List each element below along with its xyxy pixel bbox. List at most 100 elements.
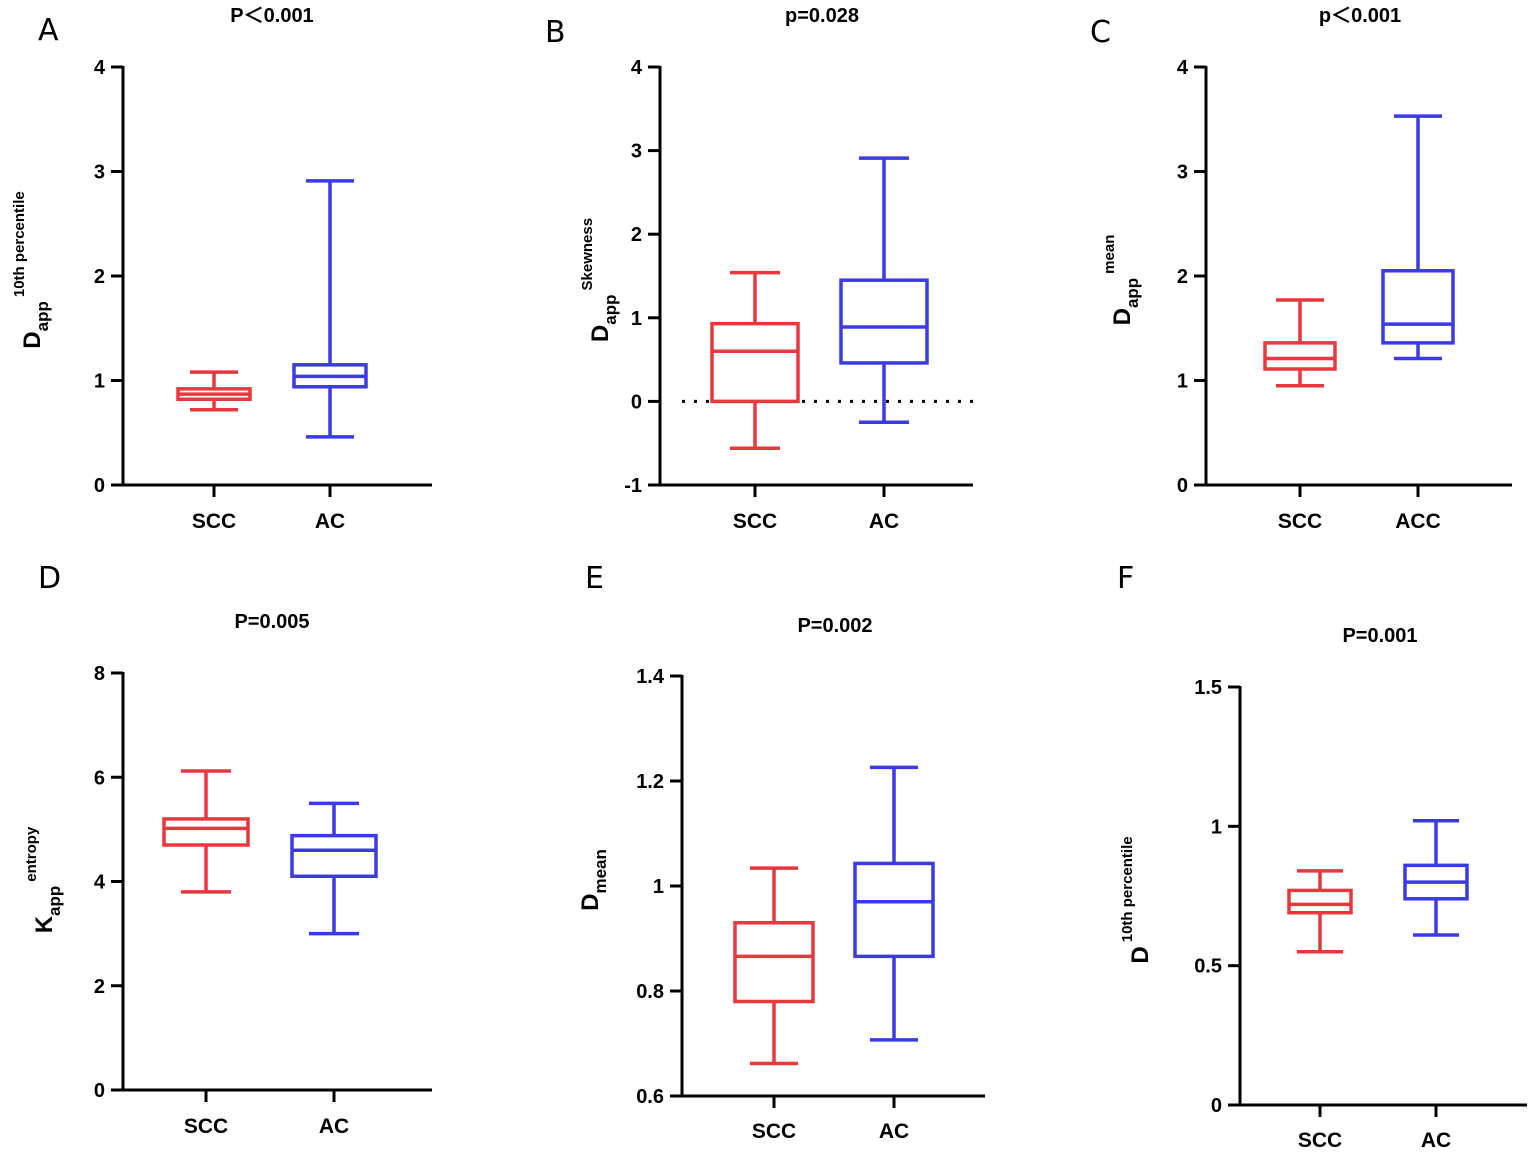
box-ac <box>853 765 935 1042</box>
category-label: AC <box>869 510 899 533</box>
y-axis-label: Kapp entropy <box>23 826 64 933</box>
p-value-title: P=0.005 <box>234 611 309 633</box>
box-scc <box>176 370 252 412</box>
iqr-box <box>1263 341 1337 371</box>
panel-f: F P=0.001 0 0.5 1 1.5 SCC AC D 10th percentile <box>1117 561 1527 1152</box>
category-label: AC <box>879 1120 909 1143</box>
y-label-subscript: app <box>33 301 52 331</box>
y-tick-label: 0.5 <box>1194 956 1222 978</box>
y-label-superscript: entropy <box>23 826 40 882</box>
y-label-subscript: mean <box>591 849 610 893</box>
panel-letter: F <box>1117 561 1134 596</box>
y-tick-label: 6 <box>94 767 105 789</box>
y-label-main: K <box>31 915 58 933</box>
y-label-main: D <box>587 325 614 342</box>
y-tick-label: 2 <box>631 224 642 246</box>
category-label: AC <box>315 510 345 533</box>
y-label-superscript: 10th percentile <box>11 191 28 297</box>
y-axis-label: Dapp 10th percentile <box>11 191 52 348</box>
iqr-box <box>162 817 250 847</box>
y-tick-label: 1 <box>1177 371 1188 393</box>
box-scc <box>1263 298 1337 388</box>
y-tick-label: -1 <box>624 475 642 497</box>
y-tick-label: 2 <box>94 266 105 288</box>
category-label: SCC <box>184 1115 228 1138</box>
p-value-title: p＜0.001 <box>1319 5 1401 27</box>
box-acc <box>1381 114 1455 361</box>
p-value-title: p=0.028 <box>785 5 859 27</box>
y-tick-label: 0 <box>94 1080 105 1102</box>
box-ac <box>839 156 929 425</box>
y-tick-label: 4 <box>94 57 106 79</box>
iqr-box <box>839 278 929 365</box>
y-axis-label: Dmean <box>577 849 610 911</box>
panel-d: D P=0.005 0 2 4 6 8 SCC AC Kapp entropy <box>23 561 432 1138</box>
iqr-box <box>1381 269 1455 345</box>
y-label-superscript: mean <box>1101 235 1118 274</box>
y-axis-label: D 10th percentile <box>1119 836 1154 963</box>
y-label-main: D <box>19 331 46 348</box>
y-tick-label: 2 <box>1177 266 1188 288</box>
box-scc <box>710 270 800 450</box>
y-tick-label: 1.5 <box>1194 677 1222 699</box>
y-label-main: D <box>577 894 604 911</box>
box-ac <box>292 179 368 439</box>
y-tick-label: 2 <box>94 976 105 998</box>
category-label: ACC <box>1395 510 1441 533</box>
y-tick-label: 0 <box>1177 475 1188 497</box>
y-tick-label: 0.8 <box>636 981 664 1003</box>
y-tick-label: 3 <box>631 141 642 163</box>
iqr-box <box>710 321 800 404</box>
category-label: AC <box>1421 1129 1451 1152</box>
iqr-box <box>1287 888 1353 915</box>
y-label-superscript: Skewness <box>579 218 596 291</box>
iqr-box <box>853 861 935 959</box>
panel-letter: D <box>38 561 61 596</box>
y-tick-label: 0 <box>1211 1095 1222 1117</box>
y-label-main: D <box>1109 308 1136 325</box>
category-label: SCC <box>733 510 777 533</box>
panel-letter: C <box>1090 15 1111 50</box>
panel-a: A P＜0.001 0 1 2 3 4 SCC AC Dapp 10th percentile <box>11 5 432 533</box>
y-tick-label: 1 <box>653 876 664 898</box>
box-scc <box>162 769 250 894</box>
category-label: SCC <box>192 510 236 533</box>
p-value-title: P=0.001 <box>1342 625 1417 647</box>
box-scc <box>733 866 815 1066</box>
y-tick-label: 1 <box>631 308 642 330</box>
y-tick-label: 3 <box>1177 162 1188 184</box>
category-label: SCC <box>752 1120 796 1143</box>
y-label-subscript: app <box>601 294 620 324</box>
iqr-box <box>733 921 815 1004</box>
category-label: AC <box>319 1115 349 1138</box>
panel-letter: A <box>38 13 59 48</box>
y-tick-label: 4 <box>631 57 643 79</box>
y-axis-label: Dappmean <box>1101 235 1142 326</box>
y-tick-label: 1 <box>94 371 105 393</box>
category-label: SCC <box>1278 510 1322 533</box>
y-tick-label: 3 <box>94 162 105 184</box>
y-tick-label: 1.4 <box>636 666 665 688</box>
y-label-subscript: app <box>45 886 64 916</box>
y-tick-label: 1.2 <box>636 771 664 793</box>
y-label-subscript: app <box>1123 278 1142 308</box>
y-tick-label: 0.6 <box>636 1086 664 1108</box>
y-tick-label: 1 <box>1211 816 1222 838</box>
p-value-title: P=0.002 <box>797 615 872 637</box>
y-tick-label: 0 <box>631 391 642 413</box>
box-ac <box>1403 819 1469 937</box>
iqr-box <box>290 833 378 879</box>
panel-e: E P=0.002 0.6 0.8 1 1.2 1.4 SCC AC Dmean <box>577 561 985 1143</box>
y-label-main: D <box>1127 946 1154 963</box>
y-label-superscript: 10th percentile <box>1119 836 1136 942</box>
box-scc <box>1287 869 1353 954</box>
y-tick-label: 8 <box>94 663 105 685</box>
y-axis-label: Dapp Skewness <box>579 218 620 342</box>
y-tick-label: 4 <box>1177 57 1189 79</box>
y-tick-label: 4 <box>94 872 106 894</box>
panel-letter: E <box>585 561 604 596</box>
p-value-title: P＜0.001 <box>230 5 313 27</box>
